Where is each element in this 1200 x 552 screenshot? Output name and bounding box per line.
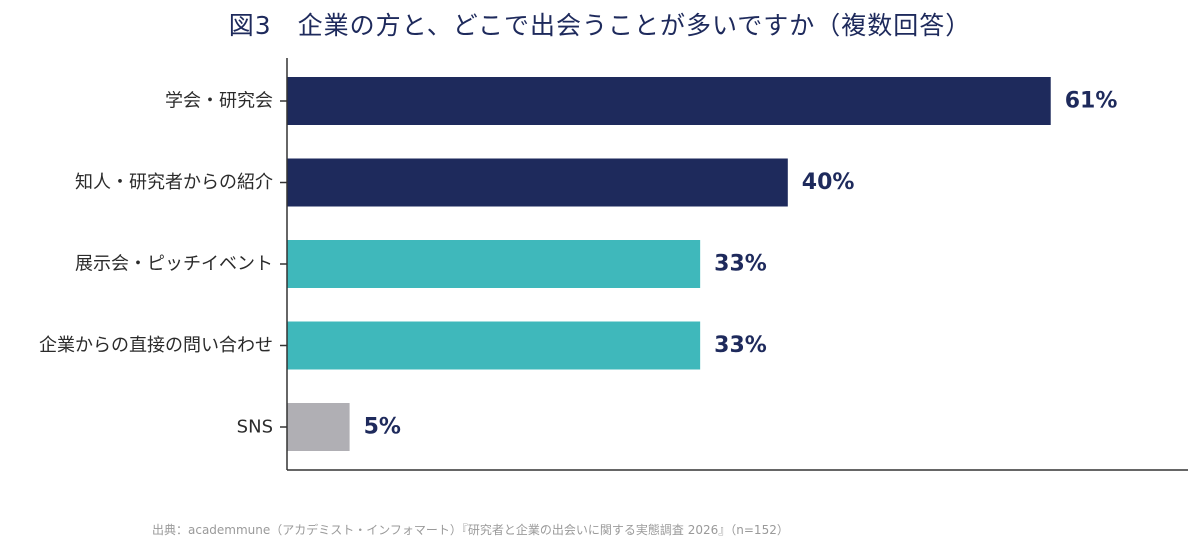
value-label: 40%: [802, 170, 855, 195]
bar: [287, 240, 701, 288]
category-labels-group: 学会・研究会知人・研究者からの紹介展示会・ピッチイベント企業からの直接の問い合わ…: [39, 91, 273, 438]
chart-title: 図3 企業の方と、どこで出会うことが多いですか（複数回答）: [228, 11, 972, 40]
category-label: 知人・研究者からの紹介: [75, 172, 273, 193]
value-label: 33%: [714, 252, 767, 277]
source-note: 出典：academmune（アカデミスト・インフォマート）『研究者と企業の出会い…: [152, 523, 789, 537]
category-label: 企業からの直接の問い合わせ: [39, 335, 273, 356]
category-label: 展示会・ピッチイベント: [75, 254, 273, 275]
axis-ticks-group: [280, 100, 287, 428]
value-label: 33%: [714, 333, 767, 358]
category-label: 学会・研究会: [165, 91, 273, 112]
bar: [287, 158, 788, 207]
value-labels-group: 61% 40% 33% 33% 5%: [364, 89, 1118, 440]
value-label: 5%: [364, 415, 401, 440]
bar: [287, 321, 701, 370]
bar: [287, 403, 350, 451]
bar: [287, 77, 1051, 125]
value-label: 61%: [1065, 89, 1118, 114]
category-label: SNS: [237, 417, 273, 438]
bars-group: [287, 77, 1051, 451]
